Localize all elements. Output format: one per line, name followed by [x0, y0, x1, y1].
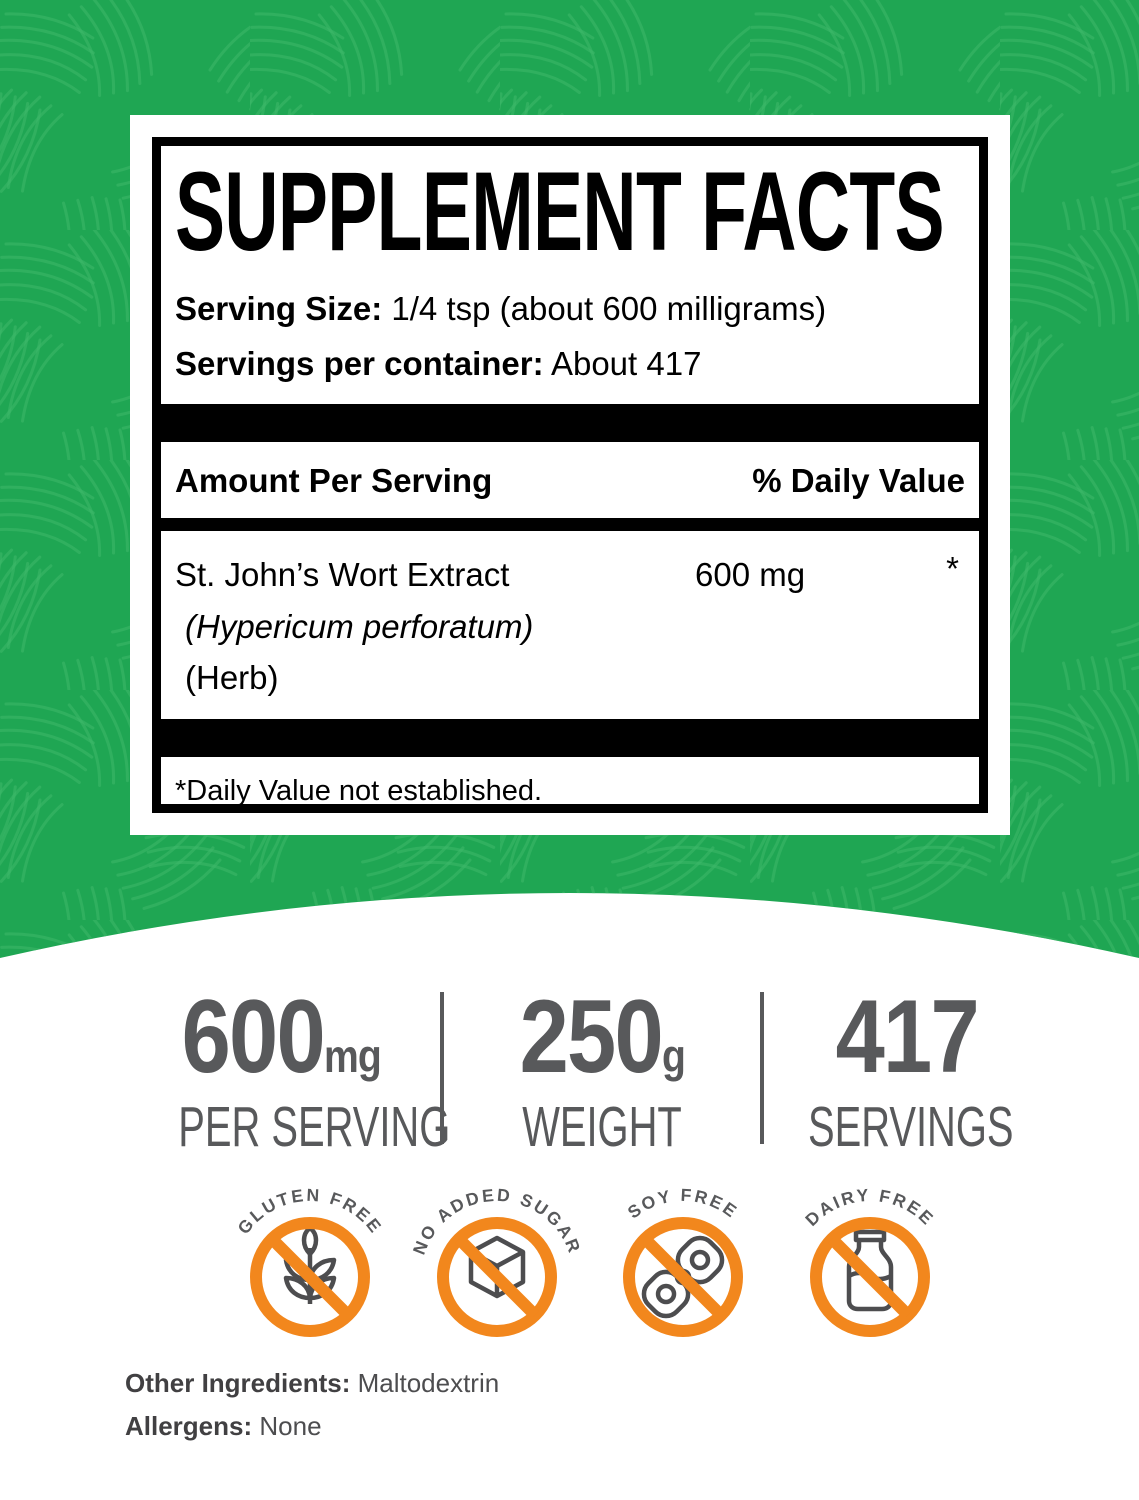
soy-free-badge: SOY FREE — [623, 1185, 744, 1337]
ingredient-dv-asterisk: * — [946, 550, 959, 588]
stat-weight-number: 250g — [519, 985, 686, 1089]
prohibition-slash — [267, 1234, 353, 1320]
header-rule — [161, 518, 979, 532]
servings-per-container-line: Servings per container: About 417 — [175, 347, 965, 380]
facts-border: SUPPLEMENT FACTS Serving Size: 1/4 tsp (… — [152, 137, 988, 813]
prohibition-circle — [623, 1217, 744, 1337]
servings-per-container-value: About 417 — [543, 345, 702, 383]
prohibition-slash — [454, 1234, 540, 1320]
servings-per-container-label: Servings per container: — [175, 345, 544, 383]
prohibition-circle — [436, 1217, 557, 1337]
serving-size-label: Serving Size: — [175, 290, 383, 328]
stat-per-serving-number: 600mg — [181, 985, 382, 1089]
stat-weight-label: WEIGHT — [522, 1095, 682, 1159]
ingredient-plant-part: (Herb) — [185, 658, 279, 696]
amount-per-serving-header: Amount Per Serving — [175, 462, 493, 500]
stat-per-serving-label: PER SERVING — [178, 1095, 451, 1159]
stat-servings-value: 417 — [835, 979, 980, 1095]
divider-bar-bottom — [161, 718, 979, 757]
prohibition-circle — [250, 1217, 370, 1337]
gluten-free-badge: GLUTEN FREE — [233, 1185, 384, 1337]
daily-value-header: % Daily Value — [752, 462, 965, 500]
allergens-label: Allergens: — [125, 1410, 253, 1441]
footer-ingredients: Other Ingredients: Maltodextrin Allergen… — [125, 1362, 499, 1448]
serving-size-line: Serving Size: 1/4 tsp (about 600 milligr… — [175, 292, 965, 325]
stat-per-serving-value: 600 — [181, 979, 325, 1095]
facts-title: SUPPLEMENT FACTS — [175, 149, 945, 274]
stat-servings-number: 417 — [836, 985, 980, 1089]
daily-value-footnote: *Daily Value not established. — [175, 774, 543, 807]
allergens-line: Allergens: None — [125, 1405, 499, 1448]
other-ingredients-value: Maltodextrin — [350, 1368, 500, 1398]
ingredient-row: St. John’s Wort Extract (Hypericum perfo… — [175, 549, 965, 702]
table-header: Amount Per Serving % Daily Value — [175, 462, 965, 500]
no-added-sugar-badge: NO ADDED SUGAR — [412, 1185, 582, 1337]
supplement-facts-panel: SUPPLEMENT FACTS Serving Size: 1/4 tsp (… — [130, 115, 1010, 835]
stat-divider-left — [440, 992, 444, 1144]
divider-bar-top — [161, 404, 979, 443]
prohibition-circle — [809, 1217, 930, 1337]
ingredient-latin-name: (Hypericum perforatum) — [185, 607, 534, 645]
stat-divider-right — [760, 992, 764, 1144]
stat-weight-value: 250 — [519, 979, 663, 1095]
soy-free-label: SOY FREE — [624, 1185, 742, 1223]
prohibition-slash — [827, 1234, 913, 1320]
free-from-badges: GLUTEN FREE NO ADDED SUGAR — [225, 1182, 955, 1342]
ingredient-amount: 600 mg — [695, 556, 806, 594]
prohibition-slash — [640, 1234, 726, 1320]
other-ingredients-line: Other Ingredients: Maltodextrin — [125, 1362, 499, 1405]
other-ingredients-label: Other Ingredients: — [125, 1368, 351, 1398]
allergens-value: None — [252, 1410, 322, 1441]
ingredient-name: St. John’s Wort Extract — [175, 556, 510, 594]
dairy-free-badge: DAIRY FREE — [801, 1185, 936, 1337]
serving-size-value: 1/4 tsp (about 600 milligrams) — [382, 290, 827, 328]
stat-servings: 417 SERVINGS — [764, 985, 1050, 1156]
stat-per-serving-unit: mg — [323, 1030, 382, 1082]
stat-servings-label: SERVINGS — [808, 1095, 1014, 1159]
stat-per-serving: 600mg PER SERVING — [120, 985, 450, 1156]
stat-weight: 250g WEIGHT — [444, 985, 760, 1156]
stat-weight-unit: g — [661, 1030, 686, 1082]
